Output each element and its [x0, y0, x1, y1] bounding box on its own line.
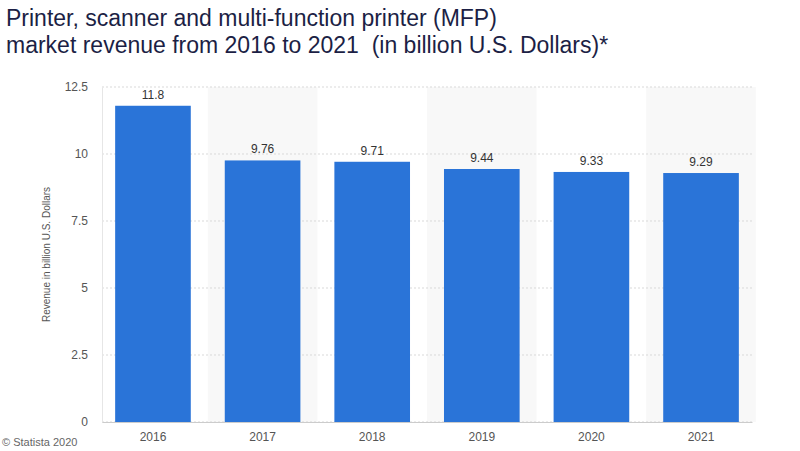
x-tick-label: 2017: [249, 430, 276, 444]
grid-line: [102, 288, 752, 289]
y-tick-label: 10: [75, 147, 89, 161]
y-tick-label: 5: [81, 281, 88, 295]
x-tick-label: 2018: [359, 430, 386, 444]
data-label: 9.76: [251, 142, 275, 156]
data-label: 11.8: [142, 88, 165, 102]
column-band: [208, 87, 318, 422]
y-tick: 2.5: [71, 348, 102, 362]
bars: [115, 106, 739, 422]
x-tick: 2019: [468, 422, 495, 444]
x-tick: 2021: [688, 422, 715, 444]
data-labels: 11.8 9.76 9.71 9.44 9.33 9.29: [142, 88, 713, 169]
x-tick-label: 2020: [578, 430, 605, 444]
y-axis: 0 2.5 5 7.5 10 12.5: [65, 80, 103, 429]
y-tick-label: 2.5: [71, 348, 88, 362]
grid-line: [102, 422, 752, 423]
y-axis-line: [102, 88, 103, 423]
x-tick: 2016: [140, 422, 167, 444]
x-tick: 2020: [578, 422, 605, 444]
column-band: [646, 87, 756, 422]
data-label: 9.44: [470, 151, 494, 165]
y-tick: 7.5: [71, 214, 102, 228]
x-axis: 2016 2017 2018 2019 2020 2021: [103, 422, 753, 444]
grid-line: [102, 154, 752, 155]
x-tick-label: 2019: [468, 430, 495, 444]
credit: © Statista 2020: [2, 436, 77, 448]
bar: [225, 160, 301, 422]
title: Printer, scanner and multi-function prin…: [6, 5, 497, 31]
x-tick-label: 2016: [140, 430, 167, 444]
bar: [444, 169, 520, 422]
column-shading: [208, 87, 756, 422]
chart: Printer, scanner and multi-function prin…: [0, 0, 800, 451]
y-tick: 12.5: [65, 80, 102, 94]
y-tick-label: 12.5: [65, 80, 89, 94]
y-tick: 0: [81, 415, 102, 429]
y-tick: 5: [81, 281, 102, 295]
y-tick-label: 0: [81, 415, 88, 429]
y-tick: 10: [75, 147, 102, 161]
grid: [102, 87, 752, 422]
bar: [554, 172, 630, 422]
x-axis-line: [103, 422, 753, 423]
y-tick-label: 7.5: [71, 214, 88, 228]
bar: [663, 173, 739, 422]
x-tick: 2018: [359, 422, 386, 444]
grid-line: [102, 355, 752, 356]
data-label: 9.71: [361, 144, 385, 158]
grid-line: [102, 87, 752, 88]
y-axis-title: Revenue in billion U.S. Dollars: [41, 187, 52, 322]
grid-line: [102, 221, 752, 222]
title: market revenue from 2016 to 2021 (in bil…: [6, 32, 608, 58]
column-band: [427, 87, 537, 422]
data-label: 9.29: [689, 155, 713, 169]
bar: [334, 162, 410, 422]
x-tick-label: 2021: [688, 430, 715, 444]
x-tick: 2017: [249, 422, 276, 444]
bar: [115, 106, 191, 422]
data-label: 9.33: [580, 154, 604, 168]
